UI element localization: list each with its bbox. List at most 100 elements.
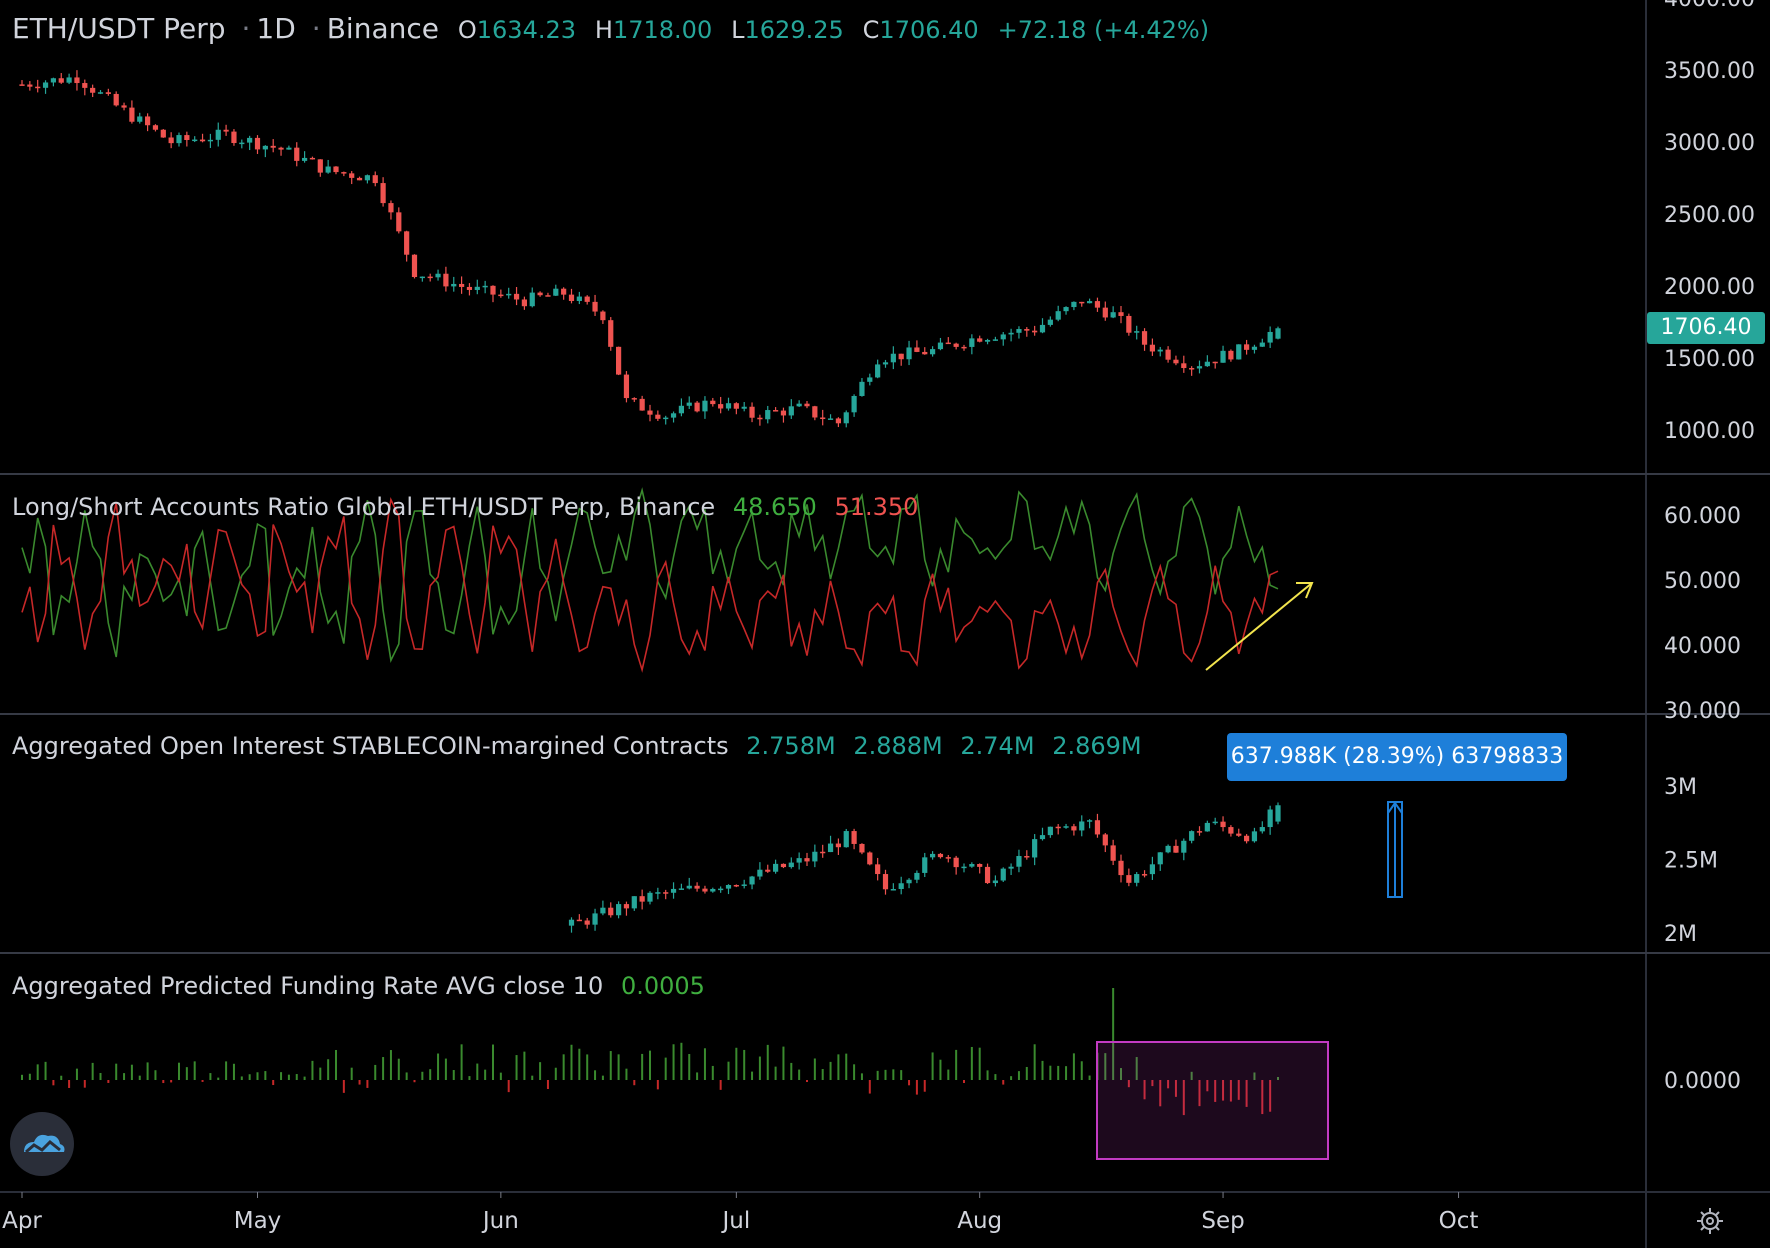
price-candle-body <box>600 311 606 321</box>
low-value: 1629.25 <box>744 16 844 44</box>
price-candle-body <box>1228 350 1234 360</box>
cloud-icon <box>24 1134 65 1154</box>
price-candle-body <box>584 296 590 302</box>
oi-candle-body <box>898 883 904 890</box>
price-candle-body <box>1196 366 1203 369</box>
ratio-legend: Long/Short Accounts Ratio Global ETH/USD… <box>12 493 928 521</box>
last-price-tag: 1706.40 <box>1647 312 1765 344</box>
funding-bar <box>444 1058 447 1080</box>
time-axis-label: May <box>234 1208 282 1234</box>
oi-title[interactable]: Aggregated Open Interest STABLECOIN-marg… <box>12 732 729 760</box>
funding-bar <box>594 1070 597 1080</box>
funding-bar <box>625 1068 628 1080</box>
funding-title[interactable]: Aggregated Predicted Funding Rate AVG cl… <box>12 972 604 1000</box>
oi-axis-label: 2.5M <box>1664 849 1718 874</box>
price-candle-body <box>341 172 347 174</box>
funding-bar <box>366 1080 369 1088</box>
price-candle-body <box>1141 331 1148 345</box>
price-candle-body <box>1118 312 1124 316</box>
funding-bar <box>178 1062 180 1080</box>
trend-arrow-line[interactable] <box>1205 582 1313 671</box>
interval-label[interactable]: 1D <box>256 12 296 45</box>
price-candle-body <box>678 405 684 414</box>
price-candle-body <box>1212 361 1218 364</box>
funding-bar <box>499 1072 502 1080</box>
oi-candle-body <box>882 874 889 890</box>
oi-candle-body <box>592 913 598 925</box>
funding-bar <box>115 1063 118 1080</box>
price-candle-body <box>42 82 49 88</box>
funding-highlight-box[interactable] <box>1096 1041 1329 1160</box>
price-candle-body <box>97 92 104 94</box>
price-axis-label: 2500.00 <box>1664 203 1755 228</box>
price-candle-body <box>1047 319 1053 325</box>
funding-bar <box>939 1059 942 1080</box>
funding-bar <box>311 1060 314 1080</box>
ratio-title[interactable]: Long/Short Accounts Ratio Global ETH/USD… <box>12 493 716 521</box>
funding-bar <box>1261 1080 1264 1115</box>
price-candle-body <box>529 292 535 307</box>
funding-bar <box>892 1069 895 1080</box>
price-axis-label: 4000.00 <box>1664 0 1755 12</box>
funding-bar <box>193 1061 196 1080</box>
funding-bar <box>68 1080 71 1088</box>
oi-candle-body <box>953 857 959 868</box>
oi-candle-body <box>1149 864 1155 875</box>
price-candle-body <box>1000 334 1006 340</box>
measure-label[interactable]: 637.988K (28.39%) 63798833 <box>1227 733 1567 781</box>
price-candle-body <box>1244 344 1250 350</box>
price-candle-body <box>906 347 912 360</box>
oi-candle-body <box>1071 826 1077 831</box>
price-candle-body <box>1094 301 1101 308</box>
oi-candle-body <box>914 872 920 880</box>
funding-bar <box>853 1064 856 1080</box>
funding-bar <box>1245 1080 1248 1107</box>
funding-bar <box>1143 1080 1146 1100</box>
oi-candle-body <box>741 884 747 886</box>
separator-dot: · <box>311 12 321 45</box>
price-candle-body <box>184 135 190 140</box>
funding-bar <box>546 1080 549 1089</box>
tradingview-logo[interactable] <box>10 1112 74 1176</box>
oi-candle-body <box>1165 845 1171 853</box>
price-candle-body <box>498 294 504 297</box>
price-candle-body <box>835 418 841 424</box>
price-candle-body <box>1251 346 1258 350</box>
funding-bar <box>860 1073 863 1080</box>
funding-bar <box>656 1080 659 1090</box>
settings-gear-icon[interactable] <box>1695 1206 1725 1236</box>
price-candle-body <box>1110 312 1116 318</box>
funding-bar <box>225 1061 228 1080</box>
oi-candle-body <box>1267 809 1273 828</box>
price-candle-body <box>270 145 276 148</box>
open-value: 1634.23 <box>476 16 577 44</box>
oi-candle-body <box>1157 852 1163 865</box>
funding-bar <box>413 1080 416 1083</box>
oi-candle-body <box>1094 820 1101 835</box>
funding-bar <box>232 1063 235 1080</box>
funding-bar <box>146 1062 149 1080</box>
funding-bar <box>688 1054 691 1080</box>
funding-bar <box>782 1046 785 1080</box>
funding-bar <box>711 1065 714 1080</box>
ratio-axis-label: 50.000 <box>1664 569 1741 594</box>
price-candle-body <box>490 285 496 295</box>
oi-candle-body <box>1228 827 1234 834</box>
price-candle-body <box>372 175 378 184</box>
price-candle-body <box>105 92 111 94</box>
price-candle-body <box>608 320 614 347</box>
price-candle-body <box>474 286 480 290</box>
price-candle-body <box>788 406 794 416</box>
funding-bar <box>1080 1061 1083 1080</box>
oi-candle-body <box>1079 821 1085 831</box>
price-candle-body <box>867 377 873 382</box>
symbol-label[interactable]: ETH/USDT Perp <box>12 12 226 45</box>
funding-bar <box>201 1080 204 1082</box>
price-candle-body <box>1126 315 1132 333</box>
price-candle-body <box>647 410 653 415</box>
price-candle-body <box>404 231 410 255</box>
funding-bar <box>1190 1071 1193 1080</box>
price-candle-body <box>466 286 473 290</box>
oi-candle-body <box>686 885 692 889</box>
